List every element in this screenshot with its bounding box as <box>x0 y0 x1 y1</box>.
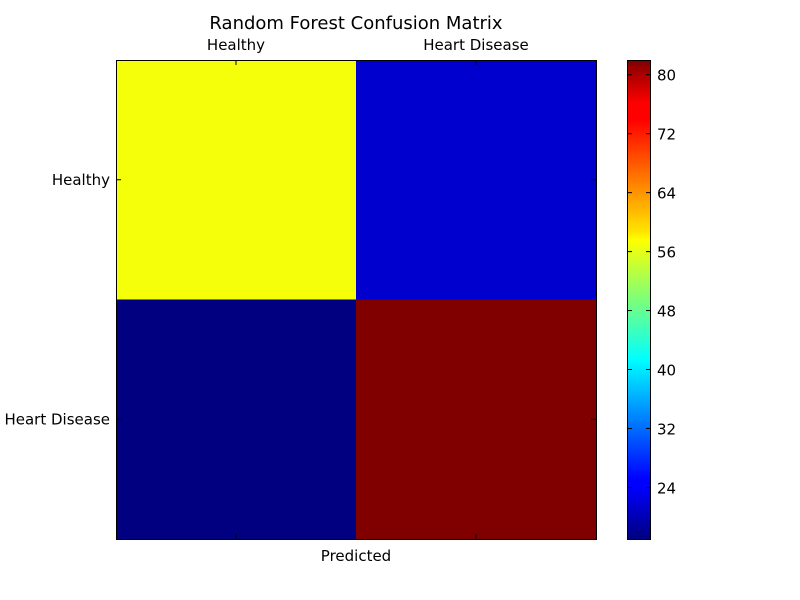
colorbar: 24 32 40 48 56 64 72 80 <box>627 60 676 540</box>
plot-frame <box>116 60 597 540</box>
colorbar-frame <box>627 60 651 540</box>
x-tick-label: Heart Disease <box>423 36 529 54</box>
heatmap-cell <box>356 299 597 540</box>
colorbar-tick-label: 32 <box>657 420 676 438</box>
x-tick-labels: Healthy Heart Disease <box>207 36 529 539</box>
heatmap-cell <box>116 299 357 540</box>
heatmap-cell <box>116 60 357 300</box>
y-tick-label: Healthy <box>52 171 110 189</box>
chart-title: Random Forest Confusion Matrix <box>209 13 502 34</box>
x-axis-label: Predicted <box>321 547 391 565</box>
colorbar-tick-label: 48 <box>657 303 676 321</box>
y-tick-label: Heart Disease <box>4 410 110 428</box>
colorbar-gradient <box>627 60 651 539</box>
y-tick-labels: Healthy Heart Disease <box>4 171 596 428</box>
colorbar-tick-label: 40 <box>657 362 676 380</box>
heatmap-cell <box>356 60 597 300</box>
colorbar-tick-label: 24 <box>657 479 676 497</box>
colorbar-tick-label: 64 <box>657 185 676 203</box>
heatmap-cells <box>116 60 597 540</box>
colorbar-ticks: 24 32 40 48 56 64 72 80 <box>627 67 676 497</box>
x-tick-label: Healthy <box>207 36 265 54</box>
colorbar-tick-label: 56 <box>657 244 676 262</box>
colorbar-tick-label: 80 <box>657 67 676 85</box>
colorbar-tick-label: 72 <box>657 126 676 144</box>
